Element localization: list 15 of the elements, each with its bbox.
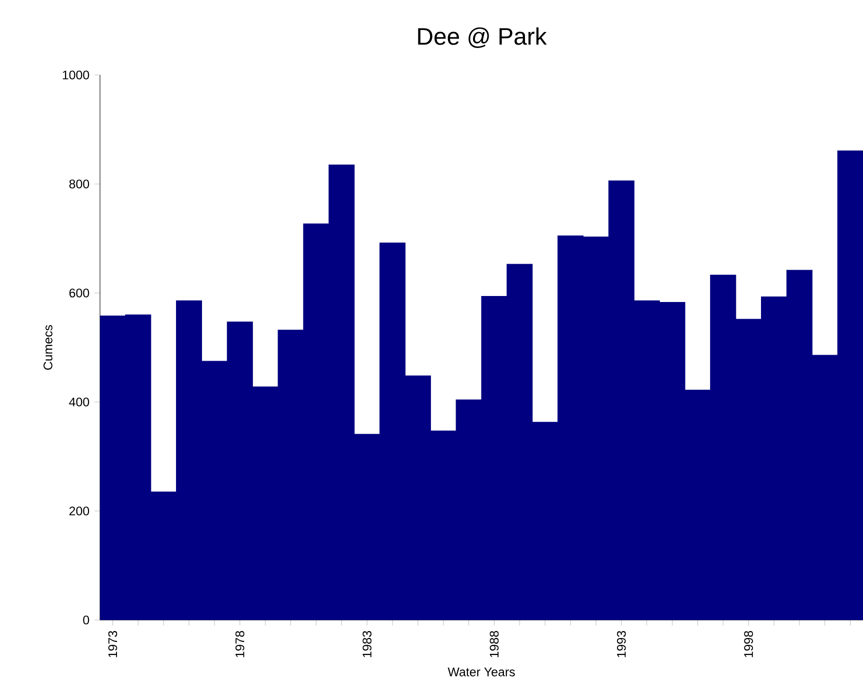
x-tick-label: 1998 (744, 630, 753, 658)
y-tick-label: 200 (69, 506, 90, 516)
x-tick-label: 1983 (362, 630, 372, 658)
y-axis-title: Cumecs (44, 325, 52, 370)
chart-title: Dee @ Park (418, 27, 547, 48)
x-tick-label: 1988 (490, 630, 499, 658)
y-tick-label: 600 (69, 288, 90, 298)
x-tick-label: 1973 (108, 630, 118, 658)
y-tick-label: 1000 (62, 70, 90, 80)
x-tick-label: 1978 (235, 630, 244, 658)
y-tick-label: 0 (83, 616, 90, 624)
y-tick-label: 800 (69, 180, 90, 188)
y-tick-label: 400 (69, 398, 90, 406)
x-tick-label: 1993 (616, 630, 626, 658)
x-axis-title: Water Years (448, 668, 515, 676)
